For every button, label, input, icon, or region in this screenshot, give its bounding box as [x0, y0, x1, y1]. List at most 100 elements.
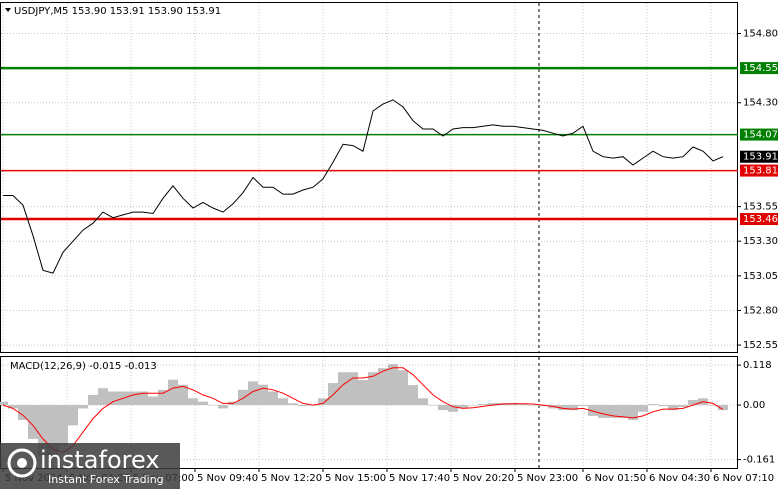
histogram-bar — [268, 391, 278, 406]
histogram-bar — [248, 381, 258, 406]
histogram-bar — [18, 405, 28, 420]
histogram-bar — [348, 372, 358, 406]
menu-triangle — [5, 8, 11, 12]
histogram-bar — [688, 399, 698, 406]
histogram-bar — [648, 404, 658, 406]
y-tick-label: 154.80 — [743, 28, 778, 39]
histogram-bar — [88, 394, 98, 406]
histogram-bar — [378, 368, 388, 406]
histogram-bar — [38, 405, 48, 456]
x-tick-label: 5 Nov 23:00 — [517, 473, 578, 484]
histogram-bar — [428, 405, 438, 406]
x-tick-label: 6 Nov 04:30 — [649, 473, 710, 484]
histogram-bar — [238, 389, 248, 406]
histogram-bar — [328, 383, 338, 406]
y-tick-label: 153.30 — [743, 236, 778, 247]
main-panel — [0, 2, 738, 353]
histogram-bar — [138, 391, 148, 406]
y-tick-label: 153.55 — [743, 202, 778, 213]
price-line — [3, 99, 724, 274]
histogram-bar — [718, 405, 728, 411]
histogram-bar — [78, 405, 88, 409]
histogram-bar — [628, 405, 638, 420]
chart-title: USDJPY,M5 153.90 153.91 153.90 153.91 — [14, 6, 221, 17]
histogram-bar — [128, 391, 138, 406]
histogram-bar — [668, 405, 678, 411]
histogram-bar — [258, 384, 268, 406]
histogram-bar — [608, 405, 618, 418]
x-tick-label: 6 Nov 01:50 — [585, 473, 646, 484]
watermark-brand: instaforex — [40, 446, 160, 474]
watermark-tagline: Instant Forex Trading — [48, 473, 164, 486]
watermark-icon — [7, 448, 37, 478]
histogram-bar — [578, 405, 588, 407]
histogram-bar — [68, 405, 78, 426]
histogram-bar — [338, 372, 348, 406]
x-tick-label: 5 Nov 15:00 — [325, 473, 386, 484]
x-tick-label: 6 Nov 07:10 — [713, 473, 774, 484]
histogram-bar — [638, 405, 648, 412]
histogram-bar — [528, 405, 538, 406]
histogram-bar — [558, 405, 568, 411]
y-tick-label: 152.80 — [743, 305, 778, 316]
histogram-bar — [588, 405, 598, 416]
signal-line — [2, 367, 724, 453]
x-tick-label: 5 Nov 20:20 — [453, 473, 514, 484]
histogram-bar — [318, 398, 328, 406]
level-label: 153.81 — [743, 166, 778, 177]
macd-title: MACD(12,26,9) -0.015 -0.013 — [10, 361, 157, 372]
histogram-bar — [158, 389, 168, 406]
histogram-bar — [408, 385, 418, 406]
histogram-bar — [218, 405, 228, 409]
y-tick-label: 153.05 — [743, 271, 778, 282]
histogram-bar — [278, 398, 288, 406]
level-label: 154.07 — [743, 130, 778, 141]
watermark: instaforex Instant Forex Trading — [0, 443, 180, 489]
histogram-bar — [468, 405, 478, 406]
histogram-bar — [418, 398, 428, 406]
histogram-bar — [368, 372, 378, 406]
level-label-box — [740, 128, 778, 141]
y-tick-label: 0.118 — [743, 360, 772, 371]
current-price-box — [740, 150, 778, 163]
level-label-box — [740, 164, 778, 177]
histogram-bar — [178, 384, 188, 406]
y-tick-label: -0.161 — [743, 455, 775, 466]
watermark-box — [0, 443, 180, 489]
histogram-bar — [678, 405, 688, 408]
histogram-bar — [0, 401, 9, 406]
histogram-bar — [598, 405, 608, 418]
y-tick-label: 152.55 — [743, 340, 778, 351]
x-tick-label: 5 Nov 12:20 — [261, 473, 322, 484]
histogram-bar — [358, 380, 368, 406]
histogram-bar — [708, 405, 718, 406]
histogram-bar — [28, 405, 38, 439]
y-tick-label: 0.00 — [743, 400, 765, 411]
watermark-icon-core — [17, 458, 27, 468]
histogram-bar — [298, 405, 308, 407]
histogram-bar — [388, 364, 398, 406]
histogram-bar — [48, 405, 58, 458]
level-label: 153.46 — [743, 214, 778, 225]
histogram-bar — [518, 404, 528, 406]
histogram-bar — [458, 405, 468, 409]
x-tick-label: 5 Nov 09:40 — [197, 473, 258, 484]
current-price-label: 153.91 — [743, 152, 778, 163]
macd-panel — [0, 356, 738, 469]
histogram-bar — [478, 404, 488, 406]
level-label-box — [740, 213, 778, 226]
histogram-bar — [448, 405, 458, 412]
histogram-bar — [188, 398, 198, 406]
histogram-bar — [58, 405, 68, 446]
histogram-bar — [208, 405, 218, 406]
histogram-bar — [98, 388, 108, 406]
histogram-bar — [488, 403, 498, 406]
histogram-bar — [288, 403, 298, 406]
histogram-bar — [568, 405, 578, 411]
histogram-bar — [8, 405, 18, 409]
x-tick-label: 5 Nov 17:40 — [389, 473, 450, 484]
level-label: 154.55 — [743, 63, 778, 74]
histogram-bar — [658, 405, 668, 407]
